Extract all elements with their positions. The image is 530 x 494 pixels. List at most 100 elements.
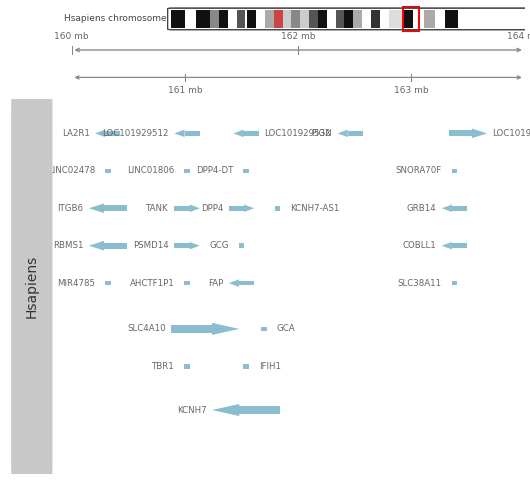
Text: KCNH7-AS1: KCNH7-AS1	[290, 204, 340, 213]
Bar	[435, 10, 445, 28]
Bar	[362, 10, 371, 28]
Text: LINC02478: LINC02478	[48, 166, 95, 175]
Text: 163 mb: 163 mb	[394, 85, 429, 95]
Bar	[261, 327, 267, 331]
Text: 161 mb: 161 mb	[167, 85, 202, 95]
Bar	[348, 131, 363, 136]
Bar	[184, 364, 190, 369]
Polygon shape	[89, 241, 104, 250]
FancyBboxPatch shape	[11, 91, 52, 482]
Bar	[452, 206, 467, 210]
Bar	[452, 168, 457, 173]
Bar	[344, 10, 354, 28]
Polygon shape	[174, 129, 184, 137]
Bar	[243, 168, 249, 173]
Text: GCG: GCG	[209, 241, 229, 250]
Text: DPP4: DPP4	[201, 204, 223, 213]
Bar	[228, 10, 236, 28]
Polygon shape	[95, 129, 105, 137]
Bar	[184, 281, 190, 286]
Bar	[327, 10, 335, 28]
Bar	[388, 10, 403, 28]
Polygon shape	[442, 205, 452, 212]
Bar	[309, 10, 318, 28]
Text: MIR4785: MIR4785	[57, 279, 95, 288]
Text: GCA: GCA	[277, 325, 295, 333]
Text: RBMS1: RBMS1	[53, 241, 83, 250]
Bar	[171, 325, 212, 332]
Bar	[171, 10, 185, 28]
Bar	[238, 244, 244, 248]
Text: LINC01806: LINC01806	[127, 166, 174, 175]
Bar	[105, 281, 111, 286]
Text: LOC101929633: LOC101929633	[492, 129, 530, 138]
Bar	[210, 10, 219, 28]
Bar	[371, 10, 380, 28]
Polygon shape	[190, 205, 200, 212]
Polygon shape	[472, 128, 487, 138]
Bar	[243, 131, 259, 136]
Text: 162 mb: 162 mb	[281, 32, 315, 41]
Bar	[452, 281, 457, 286]
Text: FAP: FAP	[208, 279, 223, 288]
Bar	[229, 206, 244, 210]
Polygon shape	[212, 323, 239, 335]
Polygon shape	[244, 205, 254, 212]
Polygon shape	[89, 204, 104, 213]
FancyBboxPatch shape	[167, 8, 528, 30]
Bar	[247, 10, 256, 28]
Text: GRB14: GRB14	[407, 204, 436, 213]
Bar	[196, 10, 210, 28]
Bar	[105, 168, 111, 173]
Text: 160 mb: 160 mb	[54, 32, 89, 41]
Bar	[292, 10, 301, 28]
Bar	[186, 10, 196, 28]
Polygon shape	[212, 404, 239, 416]
Text: COBLL1: COBLL1	[403, 241, 436, 250]
Text: ITGB6: ITGB6	[57, 204, 83, 213]
Bar	[184, 131, 200, 136]
Text: LOC101929532: LOC101929532	[264, 129, 331, 138]
Bar	[245, 10, 254, 28]
Bar	[335, 10, 344, 28]
Text: SNORA70F: SNORA70F	[395, 166, 442, 175]
Text: 164 mb: 164 mb	[507, 32, 530, 41]
Text: TANK: TANK	[146, 204, 169, 213]
Text: TBR1: TBR1	[152, 362, 174, 371]
Polygon shape	[442, 242, 452, 249]
Text: LOC101929512: LOC101929512	[102, 129, 169, 138]
Bar	[354, 10, 362, 28]
Bar	[174, 206, 190, 210]
Bar	[403, 10, 413, 28]
Bar	[449, 130, 472, 136]
Bar	[452, 244, 467, 248]
Text: LA2R1: LA2R1	[62, 129, 90, 138]
Text: Hsapiens chromosome: Hsapiens chromosome	[64, 14, 167, 23]
Polygon shape	[229, 280, 239, 287]
Bar	[236, 10, 245, 28]
Bar	[282, 10, 292, 28]
Text: IFIH1: IFIH1	[259, 362, 281, 371]
Bar	[301, 10, 309, 28]
Bar	[219, 10, 228, 28]
Text: KCNH7: KCNH7	[177, 406, 207, 414]
Bar	[104, 243, 127, 248]
Polygon shape	[233, 129, 243, 137]
Polygon shape	[338, 129, 348, 137]
Bar	[380, 10, 388, 28]
Bar	[105, 131, 120, 136]
Bar	[265, 10, 274, 28]
Text: PSMD14: PSMD14	[133, 241, 169, 250]
Bar	[413, 10, 424, 28]
Text: FIGN: FIGN	[311, 129, 332, 138]
Bar	[424, 10, 435, 28]
Bar	[318, 10, 327, 28]
Text: DPP4-DT: DPP4-DT	[196, 166, 233, 175]
Bar	[275, 206, 280, 210]
Bar	[243, 364, 249, 369]
Bar	[174, 244, 190, 248]
Bar	[239, 406, 280, 414]
Bar	[274, 10, 282, 28]
Text: SLC38A11: SLC38A11	[398, 279, 442, 288]
Text: Hsapiens: Hsapiens	[25, 255, 39, 318]
